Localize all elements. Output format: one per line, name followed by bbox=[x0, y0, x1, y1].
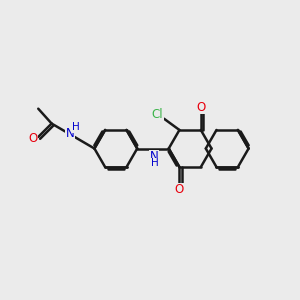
Text: H: H bbox=[151, 158, 158, 168]
Text: H: H bbox=[72, 122, 80, 132]
Text: O: O bbox=[175, 183, 184, 196]
Text: N: N bbox=[150, 150, 159, 163]
Text: O: O bbox=[196, 100, 206, 114]
Text: N: N bbox=[66, 127, 74, 140]
Text: O: O bbox=[28, 132, 38, 145]
Text: Cl: Cl bbox=[152, 108, 163, 121]
